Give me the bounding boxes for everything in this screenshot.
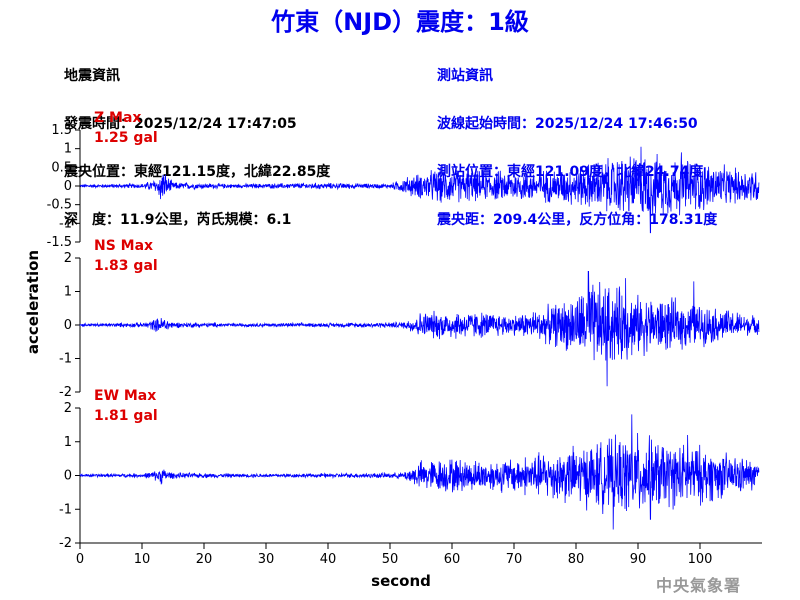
ns-y-tick-label: -1 (59, 352, 72, 367)
agency-logo-text: 中央氣象署 (656, 576, 742, 595)
depth-magnitude: 深 度：11.9公里，芮氏規模：6.1 (64, 212, 292, 228)
x-tick-label: 40 (320, 552, 337, 567)
origin-time: 發震時間：2025/12/24 17:47:05 (64, 116, 297, 132)
ns-y-tick-label: 2 (64, 251, 72, 266)
x-tick-label: 10 (134, 552, 151, 567)
station-info-heading: 測站資訊 (437, 68, 493, 84)
x-axis-label: second (371, 572, 431, 590)
epicentral-distance: 震央距：209.4公里，反方位角：178.31度 (437, 212, 718, 228)
epicenter-location: 震央位置：東經121.15度，北緯22.85度 (64, 164, 331, 180)
ns-y-tick-label: -2 (59, 385, 72, 400)
x-tick-label: 20 (196, 552, 213, 567)
y-axis-label: acceleration (24, 250, 42, 354)
z-y-tick-label: 1 (64, 142, 72, 157)
z-trace (79, 146, 760, 234)
earthquake-info: 地震資訊 發震時間：2025/12/24 17:47:05 震央位置：東經121… (64, 36, 330, 244)
z-y-tick-label: -1.5 (47, 235, 72, 250)
ns-max-value: 1.83 gal (94, 258, 158, 274)
ns-max-label: NS Max (94, 238, 153, 254)
ew-max-value: 1.81 gal (94, 408, 158, 424)
ew-max-label: EW Max (94, 388, 156, 404)
x-tick-label: 80 (568, 552, 585, 567)
ew-trace (79, 414, 760, 530)
x-tick-label: 30 (258, 552, 275, 567)
ew-y-tick-label: 0 (64, 469, 72, 484)
x-tick-label: 100 (688, 552, 713, 567)
z-y-tick-label: 0.5 (51, 160, 72, 175)
z-max-value: 1.25 gal (94, 130, 158, 146)
ew-y-tick-label: 2 (64, 401, 72, 416)
x-tick-label: 50 (382, 552, 399, 567)
ew-y-tick-label: 1 (64, 435, 72, 450)
z-y-tick-label: 1.5 (51, 123, 72, 138)
z-y-tick-label: 0 (64, 179, 72, 194)
ns-y-tick-label: 0 (64, 318, 72, 333)
earthquake-info-heading: 地震資訊 (64, 68, 120, 84)
x-tick-label: 0 (76, 552, 84, 567)
station-info: 測站資訊 波線起始時間：2025/12/24 17:46:50 測站位置：東經1… (437, 36, 717, 244)
z-max-label: Z Max (94, 110, 141, 126)
x-tick-label: 70 (506, 552, 523, 567)
x-tick-label: 90 (630, 552, 647, 567)
ns-trace (79, 271, 760, 387)
ew-y-tick-label: -1 (59, 502, 72, 517)
ew-y-tick-label: -2 (59, 536, 72, 551)
page-title: 竹東（NJD）震度：1級 (271, 8, 529, 36)
z-y-tick-label: -0.5 (47, 198, 72, 213)
wave-start-time: 波線起始時間：2025/12/24 17:46:50 (437, 116, 698, 132)
x-tick-label: 60 (444, 552, 461, 567)
ns-y-tick-label: 1 (64, 285, 72, 300)
z-y-tick-label: -1 (59, 216, 72, 231)
